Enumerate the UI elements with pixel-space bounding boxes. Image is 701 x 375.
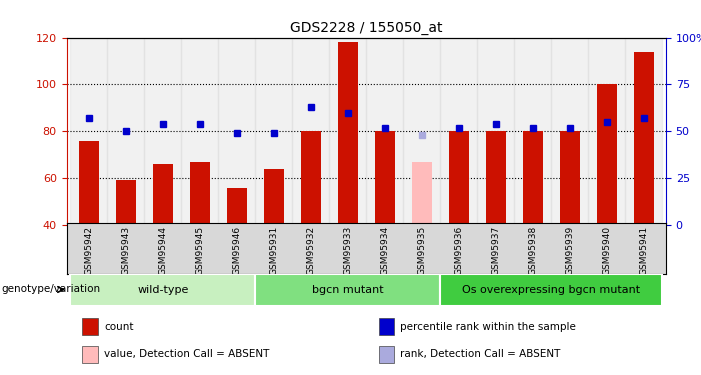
Bar [625, 38, 662, 225]
Text: wild-type: wild-type [137, 285, 189, 295]
Bar [515, 38, 551, 225]
Text: GSM95932: GSM95932 [306, 226, 315, 275]
Bar [83, 318, 98, 335]
Bar [477, 38, 515, 225]
Bar [379, 346, 394, 363]
Bar [338, 42, 358, 225]
Text: rank, Detection Call = ABSENT: rank, Detection Call = ABSENT [400, 350, 561, 360]
Bar [440, 38, 477, 225]
Bar [440, 274, 662, 306]
Bar [70, 274, 255, 306]
Bar [411, 162, 432, 225]
Text: percentile rank within the sample: percentile rank within the sample [400, 322, 576, 332]
Bar [107, 38, 144, 225]
Bar [116, 180, 136, 225]
Bar [182, 38, 218, 225]
Bar [374, 131, 395, 225]
Text: GSM95934: GSM95934 [380, 226, 389, 275]
Bar [144, 38, 182, 225]
Bar [153, 164, 173, 225]
Bar [292, 38, 329, 225]
Text: GSM95938: GSM95938 [529, 226, 537, 275]
Text: GSM95939: GSM95939 [565, 226, 574, 275]
Bar [301, 131, 321, 225]
Bar [226, 188, 247, 225]
Text: value, Detection Call = ABSENT: value, Detection Call = ABSENT [104, 350, 269, 360]
Text: GSM95945: GSM95945 [196, 226, 204, 275]
Bar [559, 131, 580, 225]
Text: Os overexpressing bgcn mutant: Os overexpressing bgcn mutant [462, 285, 640, 295]
Text: GSM95940: GSM95940 [602, 226, 611, 275]
Text: GSM95933: GSM95933 [343, 226, 353, 275]
Bar [264, 169, 284, 225]
Text: GSM95936: GSM95936 [454, 226, 463, 275]
Bar [329, 38, 366, 225]
Bar [70, 38, 107, 225]
Bar [218, 38, 255, 225]
Bar [403, 38, 440, 225]
Bar [522, 131, 543, 225]
Bar [588, 38, 625, 225]
Text: GSM95946: GSM95946 [232, 226, 241, 275]
Bar [486, 131, 506, 225]
Bar [255, 274, 440, 306]
Bar [597, 84, 617, 225]
Bar [449, 131, 469, 225]
Text: GSM95944: GSM95944 [158, 226, 168, 274]
Title: GDS2228 / 155050_at: GDS2228 / 155050_at [290, 21, 442, 35]
Text: GSM95941: GSM95941 [639, 226, 648, 275]
Bar [255, 38, 292, 225]
Text: bgcn mutant: bgcn mutant [312, 285, 383, 295]
Bar [83, 346, 98, 363]
Text: count: count [104, 322, 133, 332]
Text: GSM95937: GSM95937 [491, 226, 501, 275]
Text: genotype/variation: genotype/variation [1, 285, 100, 294]
Text: GSM95931: GSM95931 [269, 226, 278, 275]
Text: GSM95935: GSM95935 [417, 226, 426, 275]
Bar [189, 162, 210, 225]
Bar [551, 38, 588, 225]
Text: GSM95942: GSM95942 [84, 226, 93, 274]
Bar [634, 52, 654, 225]
Bar [79, 141, 99, 225]
Bar [366, 38, 403, 225]
Bar [379, 318, 394, 335]
Text: GSM95943: GSM95943 [121, 226, 130, 275]
